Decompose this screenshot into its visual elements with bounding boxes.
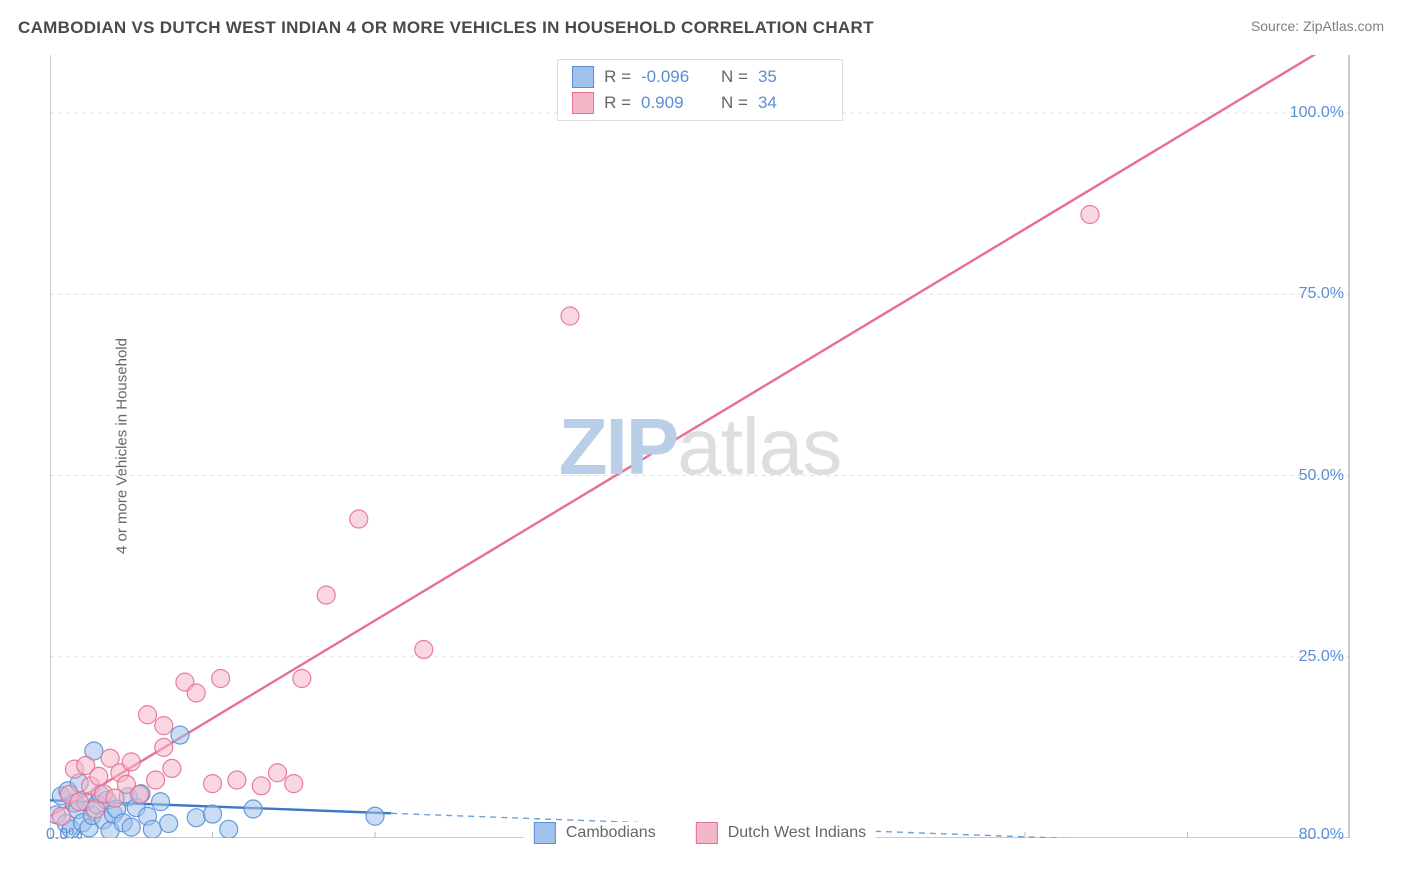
y-tick-label: 75.0% [1299, 285, 1344, 303]
corr-r-value-0: -0.096 [641, 64, 711, 90]
legend-item-0: Cambodians [534, 822, 656, 844]
legend-swatch-dutch [696, 822, 718, 844]
x-tick-end: 80.0% [1299, 826, 1344, 844]
y-tick-label: 50.0% [1299, 467, 1344, 485]
chart-title: CAMBODIAN VS DUTCH WEST INDIAN 4 OR MORE… [18, 18, 874, 38]
correlation-box: R = -0.096 N = 35 R = 0.909 N = 34 [557, 59, 843, 121]
y-tick-label: 100.0% [1290, 104, 1344, 122]
corr-n-label: N = [721, 90, 748, 116]
legend-label-0: Cambodians [566, 824, 656, 842]
corr-row-0: R = -0.096 N = 35 [572, 64, 828, 90]
legend: Cambodians Dutch West Indians [524, 822, 876, 844]
legend-item-1: Dutch West Indians [696, 822, 866, 844]
legend-swatch-cambodians [534, 822, 556, 844]
source-label: Source: ZipAtlas.com [1251, 18, 1384, 34]
corr-row-1: R = 0.909 N = 34 [572, 90, 828, 116]
x-tick-origin: 0.0% [46, 826, 82, 844]
corr-r-value-1: 0.909 [641, 90, 711, 116]
corr-n-value-0: 35 [758, 64, 828, 90]
chart-svg [50, 55, 1350, 838]
legend-label-1: Dutch West Indians [728, 824, 866, 842]
corr-n-value-1: 34 [758, 90, 828, 116]
swatch-cambodians [572, 66, 594, 88]
swatch-dutch [572, 92, 594, 114]
corr-r-label: R = [604, 64, 631, 90]
plot-area: ZIPatlas R = -0.096 N = 35 R = 0.909 N =… [50, 55, 1350, 838]
y-tick-label: 25.0% [1299, 648, 1344, 666]
corr-n-label: N = [721, 64, 748, 90]
corr-r-label: R = [604, 90, 631, 116]
